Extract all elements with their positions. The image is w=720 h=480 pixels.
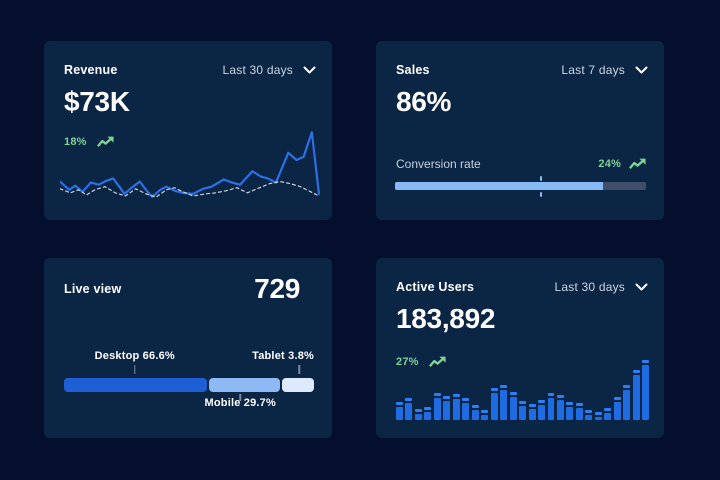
daily-bar xyxy=(471,405,479,420)
revenue-change-row: 18% xyxy=(64,136,114,148)
active-users-card-header: Active Users Last 30 days xyxy=(396,280,648,294)
daily-bar xyxy=(566,402,574,420)
sales-change-row: 24% xyxy=(598,158,646,170)
daily-bar xyxy=(623,385,631,420)
daily-bar xyxy=(433,393,441,420)
daily-bar xyxy=(462,398,470,420)
daily-bar xyxy=(613,397,621,420)
active-users-value: 183,892 xyxy=(396,303,496,334)
device-label-desktop: Desktop 66.6% xyxy=(94,350,175,362)
active-users-period-label: Last 30 days xyxy=(554,280,625,294)
sales-period-label: Last 7 days xyxy=(561,63,625,77)
active-users-change: 27% xyxy=(396,356,419,368)
daily-bar xyxy=(424,407,432,420)
trend-up-icon xyxy=(428,356,446,368)
daily-bar xyxy=(604,408,612,420)
live-view-card-header: Live view xyxy=(64,282,316,296)
daily-bar xyxy=(414,409,422,420)
daily-bar xyxy=(642,360,650,420)
trend-up-icon xyxy=(629,158,646,170)
device-tick-mobile xyxy=(239,394,241,401)
conversion-progress xyxy=(395,176,646,197)
live-view-card: Live view 729 Desktop 66.6% Mobile 29.7% T… xyxy=(44,258,332,438)
sales-change: 24% xyxy=(598,158,621,170)
daily-bar xyxy=(452,394,460,420)
progress-marker-top xyxy=(539,176,542,181)
daily-bar xyxy=(396,402,403,420)
daily-bar xyxy=(594,412,602,420)
revenue-card-header: Revenue Last 30 days xyxy=(64,63,316,77)
conversion-rate-row: Conversion rate 24% xyxy=(396,157,646,171)
progress-marker-bottom xyxy=(539,192,542,197)
sales-card-title: Sales xyxy=(396,63,430,77)
active-users-card-title: Active Users xyxy=(396,280,475,294)
revenue-value: $73K xyxy=(64,86,130,117)
revenue-series-current xyxy=(60,132,319,197)
device-label-mobile: Mobile 29.7% xyxy=(204,397,276,409)
daily-bar xyxy=(547,393,555,420)
daily-bar xyxy=(500,385,508,420)
chevron-down-icon xyxy=(303,66,316,74)
revenue-period-dropdown[interactable]: Last 30 days xyxy=(223,63,316,77)
sales-card: Sales Last 7 days 86% Conversion rate 24… xyxy=(376,41,664,220)
live-view-card-title: Live view xyxy=(64,282,122,296)
conversion-progress-track xyxy=(395,182,646,190)
chevron-down-icon xyxy=(635,283,648,291)
daily-bar xyxy=(443,396,451,420)
daily-bar xyxy=(585,410,593,420)
revenue-card: Revenue Last 30 days $73K 18% xyxy=(44,41,332,220)
revenue-change: 18% xyxy=(64,136,87,148)
live-view-value: 729 xyxy=(254,273,300,304)
revenue-series-previous xyxy=(60,182,319,197)
daily-bar xyxy=(481,410,489,420)
device-segment-mobile xyxy=(208,378,280,392)
trend-up-icon xyxy=(96,136,114,148)
sales-period-dropdown[interactable]: Last 7 days xyxy=(561,63,648,77)
conversion-rate-label: Conversion rate xyxy=(396,157,481,171)
device-split-chart: Desktop 66.6% Mobile 29.7% Tablet 3.8% xyxy=(64,350,314,414)
device-tick-tablet xyxy=(298,365,300,374)
conversion-progress-fill xyxy=(395,182,604,190)
active-users-change-row: 27% xyxy=(396,356,446,368)
device-split-bar xyxy=(64,378,314,392)
sales-value: 86% xyxy=(396,86,452,117)
device-segment-desktop xyxy=(64,378,207,392)
revenue-line-chart xyxy=(60,124,320,198)
active-users-bar-chart xyxy=(396,360,650,420)
daily-bar xyxy=(575,403,583,420)
daily-bar xyxy=(519,401,527,420)
daily-bar xyxy=(528,404,536,420)
daily-bar xyxy=(538,400,545,420)
daily-bar xyxy=(490,388,498,420)
daily-bar xyxy=(405,398,413,420)
daily-bar xyxy=(556,395,564,420)
revenue-card-title: Revenue xyxy=(64,63,118,77)
revenue-period-label: Last 30 days xyxy=(222,63,293,77)
sales-card-header: Sales Last 7 days xyxy=(396,63,648,77)
device-label-tablet: Tablet 3.8% xyxy=(252,350,314,362)
device-tick-desktop xyxy=(134,365,136,374)
chevron-down-icon xyxy=(635,66,648,74)
daily-bar xyxy=(632,370,640,420)
daily-bar xyxy=(509,392,517,420)
active-users-card: Active Users Last 30 days 183,892 27% xyxy=(376,258,664,438)
active-users-period-dropdown[interactable]: Last 30 days xyxy=(555,280,648,294)
device-segment-tablet xyxy=(281,378,314,392)
